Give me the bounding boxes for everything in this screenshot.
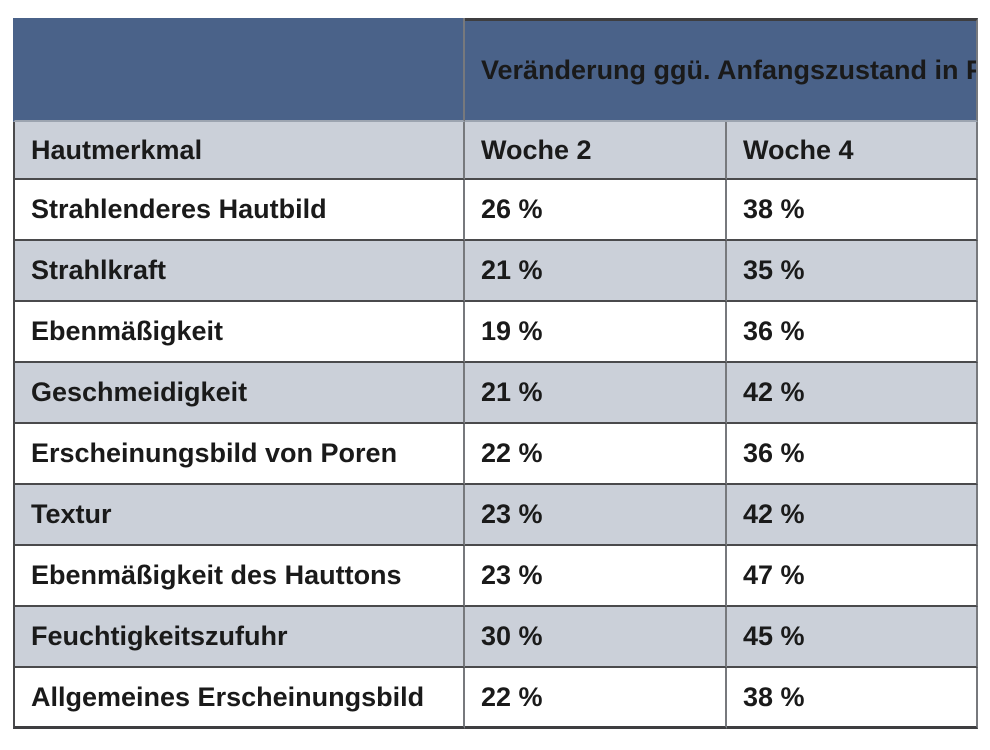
table-row: Allgemeines Erscheinungsbild 22 % 38 % [13,668,979,729]
value-woche-2: 23 % [465,546,727,607]
value-woche-4: 47 % [727,546,979,607]
row-label: Geschmeidigkeit [13,363,465,424]
table-row: Strahlenderes Hautbild 26 % 38 % [13,180,979,241]
row-label: Strahlkraft [13,241,465,302]
value-woche-2: 23 % [465,485,727,546]
value-woche-2: 30 % [465,607,727,668]
row-label: Erscheinungsbild von Poren [13,424,465,485]
table-row: Feuchtigkeitszufuhr 30 % 45 % [13,607,979,668]
value-woche-4: 36 % [727,424,979,485]
value-woche-4: 42 % [727,363,979,424]
value-woche-2: 19 % [465,302,727,363]
value-woche-4: 36 % [727,302,979,363]
table-row-column-headers: Hautmerkmal Woche 2 Woche 4 [13,122,979,180]
column-header-woche-4: Woche 4 [727,122,979,180]
table-row: Strahlkraft 21 % 35 % [13,241,979,302]
value-woche-4: 38 % [727,180,979,241]
row-label: Strahlenderes Hautbild [13,180,465,241]
column-header-woche-2: Woche 2 [465,122,727,180]
table-row: Ebenmäßigkeit des Hauttons 23 % 47 % [13,546,979,607]
table-row-merged-header: Veränderung ggü. Anfangszustand in Proze… [13,18,979,122]
column-header-hautmerkmal: Hautmerkmal [13,122,465,180]
value-woche-2: 26 % [465,180,727,241]
row-label: Allgemeines Erscheinungsbild [13,668,465,729]
table-row: Erscheinungsbild von Poren 22 % 36 % [13,424,979,485]
corner-cell-empty [13,18,465,122]
row-label: Ebenmäßigkeit des Hauttons [13,546,465,607]
row-label: Feuchtigkeitszufuhr [13,607,465,668]
value-woche-2: 21 % [465,241,727,302]
row-label: Ebenmäßigkeit [13,302,465,363]
skin-assessment-table: Veränderung ggü. Anfangszustand in Proze… [13,18,979,729]
value-woche-2: 21 % [465,363,727,424]
value-woche-2: 22 % [465,424,727,485]
value-woche-4: 45 % [727,607,979,668]
value-woche-4: 42 % [727,485,979,546]
row-label: Textur [13,485,465,546]
merged-header-cell: Veränderung ggü. Anfangszustand in Proze… [465,18,979,122]
value-woche-2: 22 % [465,668,727,729]
value-woche-4: 35 % [727,241,979,302]
table-row: Textur 23 % 42 % [13,485,979,546]
value-woche-4: 38 % [727,668,979,729]
table-row: Ebenmäßigkeit 19 % 36 % [13,302,979,363]
table-row: Geschmeidigkeit 21 % 42 % [13,363,979,424]
